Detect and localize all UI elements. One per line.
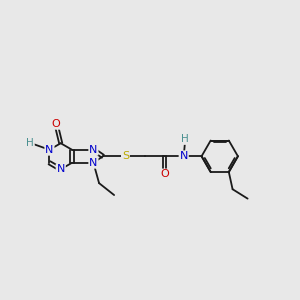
Text: N: N [89,158,98,168]
Text: S: S [122,151,129,161]
Text: N: N [89,145,98,155]
Text: O: O [160,169,169,179]
Text: N: N [56,164,65,174]
Text: N: N [179,151,188,161]
Text: O: O [52,119,60,129]
Text: H: H [26,138,34,148]
Text: N: N [45,145,54,155]
Text: H: H [182,134,189,144]
